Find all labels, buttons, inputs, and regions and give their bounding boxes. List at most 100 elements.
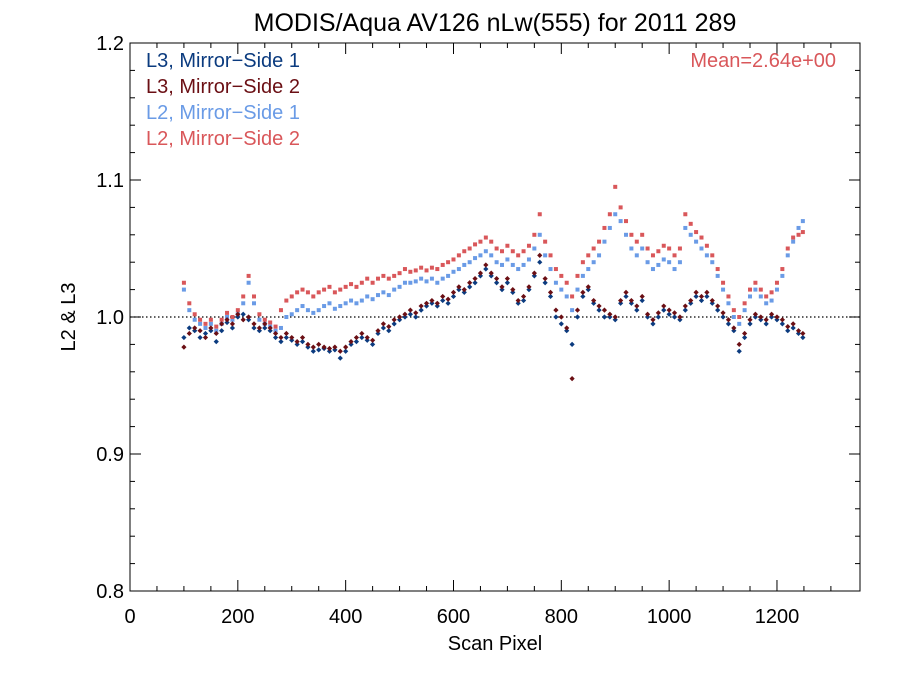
data-point <box>235 311 241 317</box>
data-point <box>677 317 683 323</box>
data-point <box>499 284 505 290</box>
data-point <box>618 297 624 304</box>
data-point <box>597 239 602 244</box>
data-point <box>181 280 186 285</box>
data-point <box>272 330 279 337</box>
data-point <box>768 311 775 317</box>
series-0 <box>181 259 806 361</box>
x-axis: 0 200 400 600 800 1000 1200 <box>124 43 832 628</box>
data-point <box>791 235 796 240</box>
data-point <box>570 294 575 299</box>
data-point <box>612 317 618 323</box>
data-point <box>230 315 235 319</box>
data-point <box>359 330 365 337</box>
data-point <box>715 307 721 313</box>
data-point <box>424 268 429 273</box>
y-tick-label: 1.1 <box>96 170 124 192</box>
data-point <box>521 262 526 267</box>
data-point <box>721 287 726 292</box>
data-point <box>229 321 236 327</box>
data-point <box>526 287 532 293</box>
data-point <box>747 321 753 327</box>
data-point <box>505 257 510 262</box>
data-point <box>246 273 251 278</box>
data-point <box>785 323 791 330</box>
data-point <box>585 284 591 290</box>
data-point <box>731 325 737 331</box>
data-point <box>693 293 699 300</box>
data-point <box>596 307 602 313</box>
data-point <box>294 339 300 345</box>
data-point <box>779 317 785 323</box>
data-point <box>537 232 542 237</box>
data-point <box>310 344 316 350</box>
data-point <box>214 324 219 329</box>
data-point <box>758 314 764 320</box>
data-point <box>284 315 289 319</box>
data-point <box>408 280 413 285</box>
data-point <box>456 267 461 272</box>
data-point <box>467 246 472 251</box>
data-point <box>445 300 451 306</box>
data-point <box>343 348 349 354</box>
data-point <box>348 339 354 345</box>
data-point <box>413 314 419 320</box>
data-point <box>666 307 672 313</box>
data-point <box>677 246 682 251</box>
data-point <box>402 311 408 317</box>
data-point <box>407 307 413 313</box>
data-point <box>300 287 305 292</box>
data-point <box>516 267 521 272</box>
data-point <box>429 265 434 270</box>
data-point <box>644 311 651 317</box>
data-point <box>683 212 688 217</box>
data-point <box>510 289 516 295</box>
data-point <box>478 239 483 244</box>
data-point <box>225 310 230 315</box>
data-point <box>251 325 257 331</box>
data-point <box>402 267 407 272</box>
data-point <box>375 328 381 334</box>
data-point <box>295 290 300 295</box>
data-point <box>758 317 764 323</box>
data-point <box>391 321 397 327</box>
data-point <box>629 232 634 237</box>
data-point <box>672 253 677 258</box>
data-point <box>682 303 688 309</box>
data-point <box>753 280 758 285</box>
data-point <box>198 317 203 322</box>
y-tick-label: 0.8 <box>96 581 124 603</box>
data-point <box>483 235 488 240</box>
data-point <box>316 341 322 347</box>
x-axis-label: Scan Pixel <box>448 633 543 655</box>
data-point <box>650 321 656 327</box>
data-point <box>305 344 311 350</box>
data-point <box>435 280 440 285</box>
data-point <box>322 304 327 309</box>
data-point <box>796 225 801 230</box>
data-point <box>392 273 397 278</box>
data-point <box>764 294 769 299</box>
data-point <box>181 334 187 341</box>
data-point <box>634 253 639 258</box>
data-point <box>559 287 564 292</box>
data-point <box>774 280 779 285</box>
data-point <box>294 341 300 347</box>
data-point <box>483 262 489 268</box>
data-point <box>246 317 252 323</box>
data-point <box>742 308 747 313</box>
data-point <box>791 239 796 244</box>
data-point <box>359 334 365 341</box>
data-point <box>419 276 424 281</box>
data-point <box>434 300 440 306</box>
data-point <box>370 341 376 347</box>
data-point <box>392 287 397 292</box>
data-point <box>694 230 699 235</box>
data-point <box>370 337 376 343</box>
data-point <box>365 276 370 281</box>
data-point <box>225 315 230 319</box>
data-point <box>197 328 203 334</box>
data-point <box>790 321 796 327</box>
data-point <box>376 293 381 298</box>
